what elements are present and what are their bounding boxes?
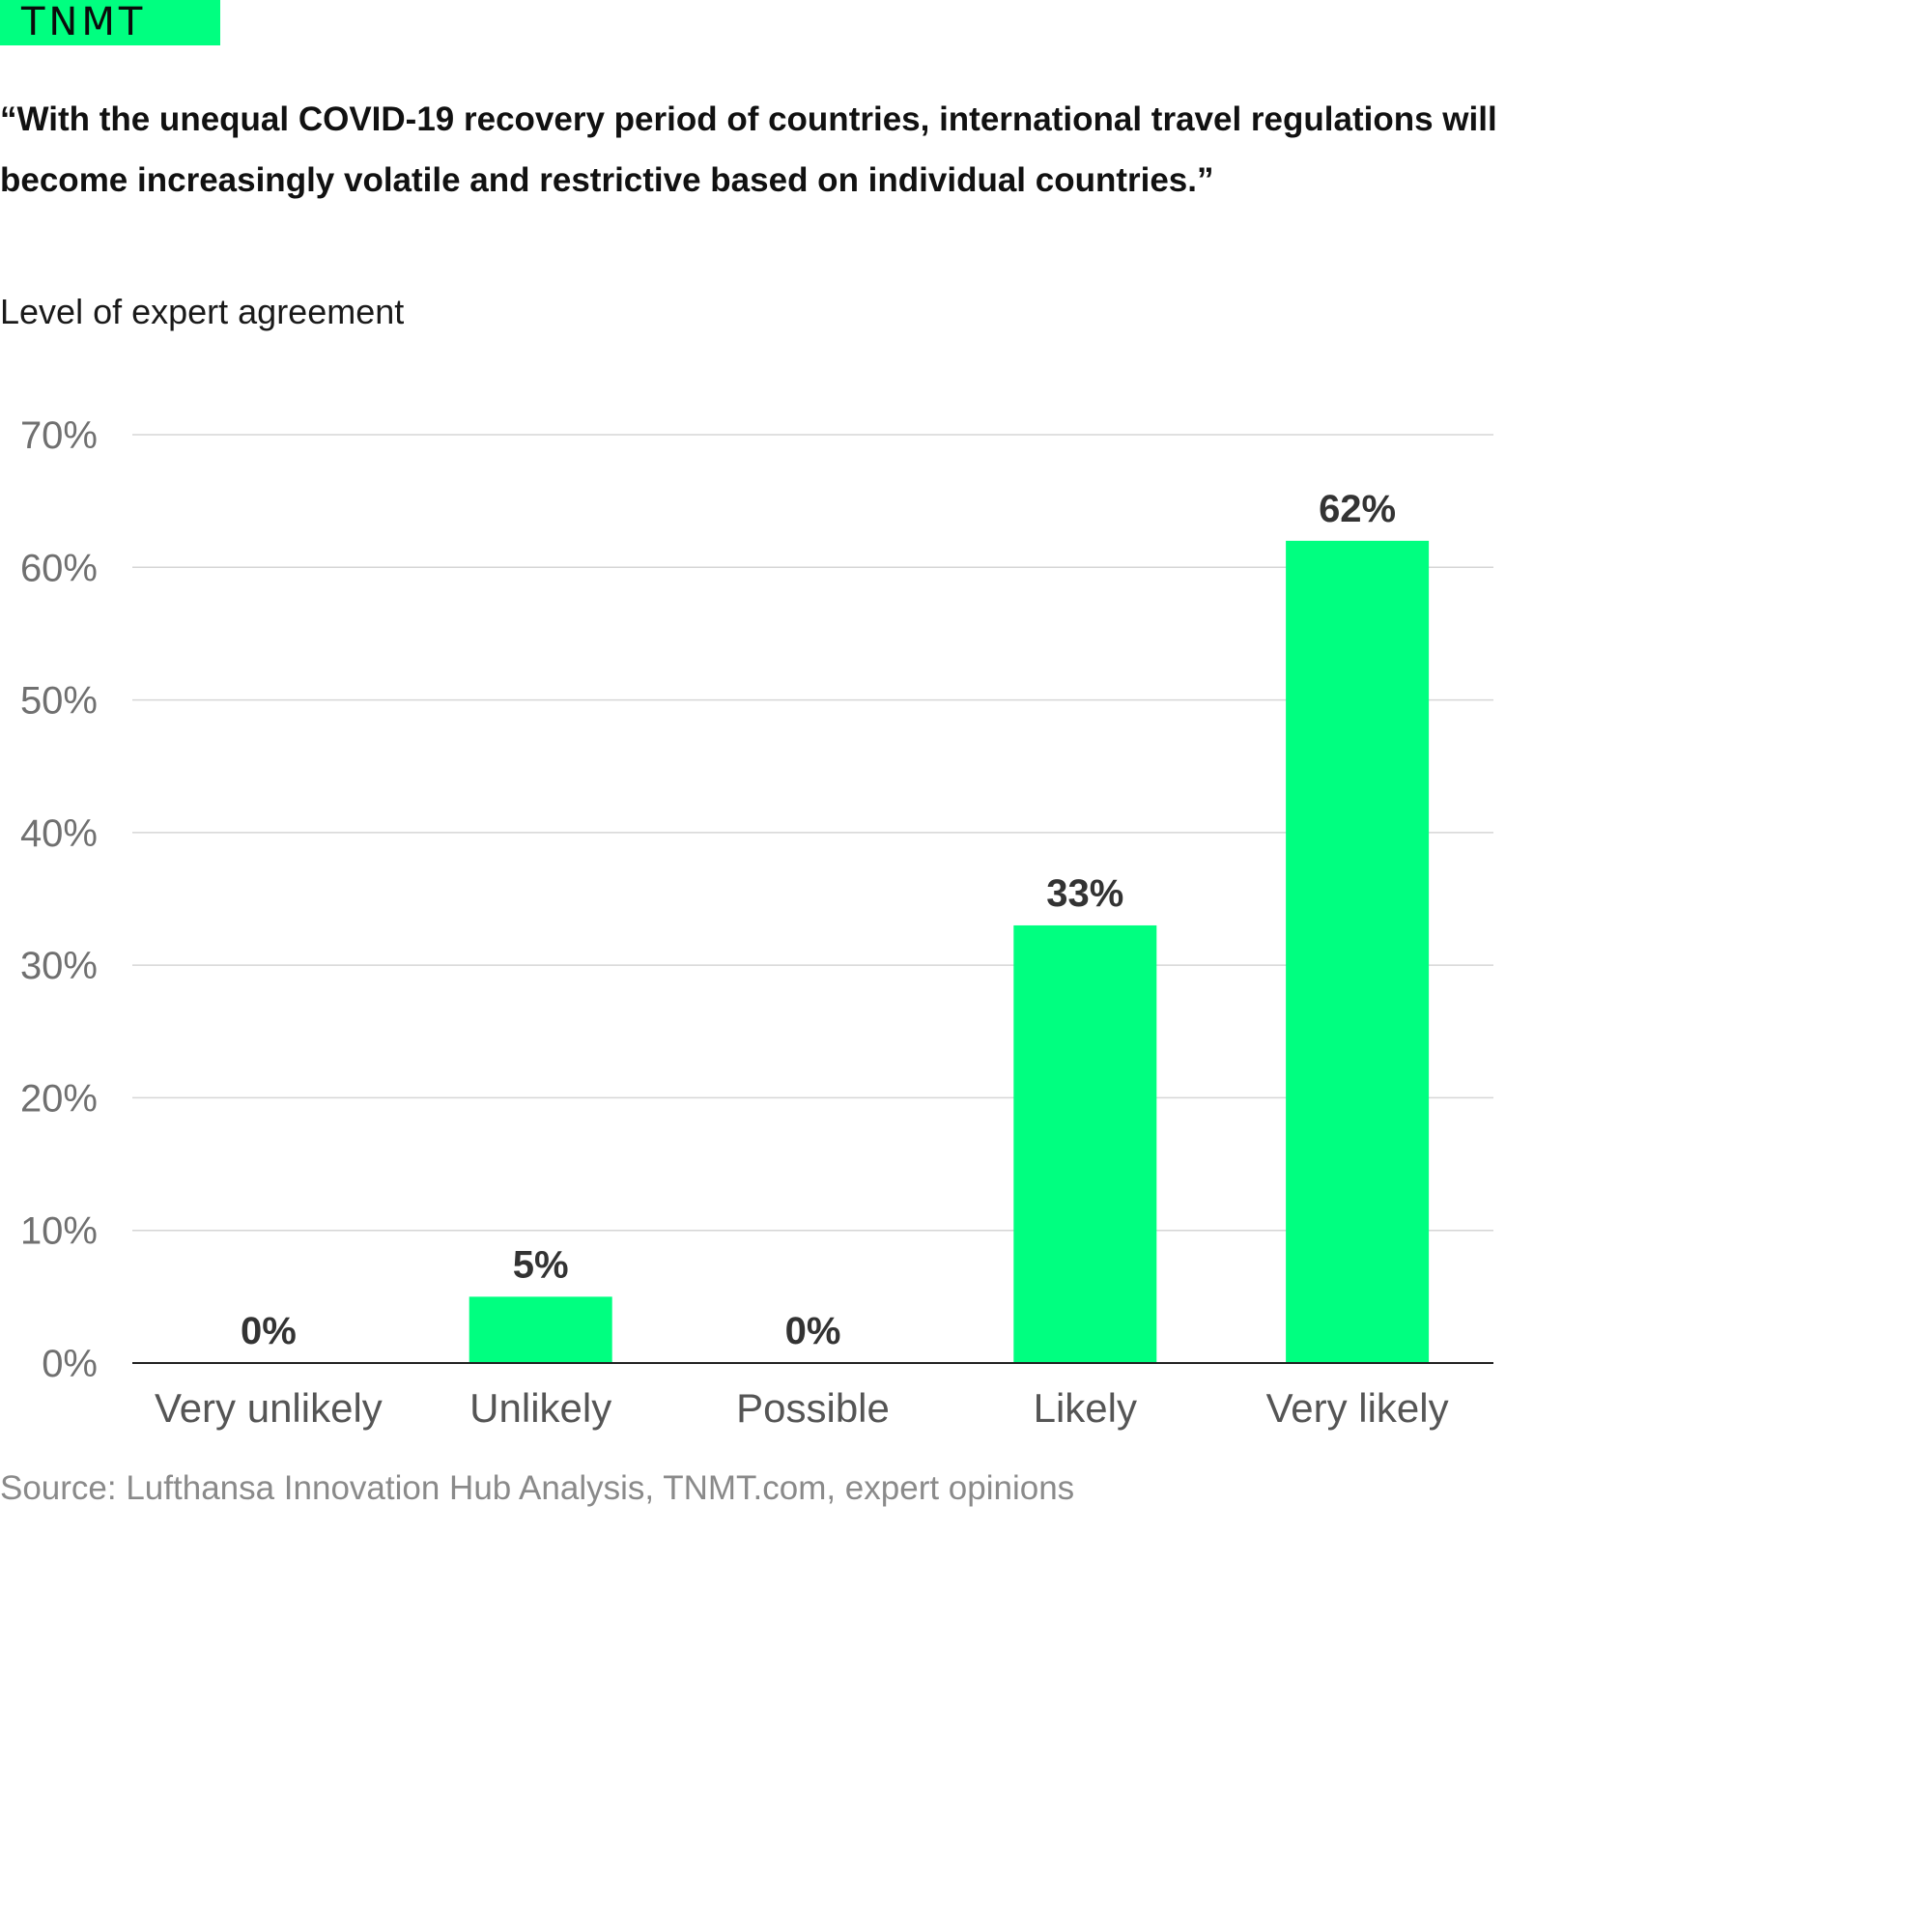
x-tick-label: Very unlikely xyxy=(155,1385,383,1431)
bar xyxy=(469,1296,612,1363)
brand-logo: TNMT xyxy=(0,0,220,45)
bar-value-label: 5% xyxy=(513,1243,569,1286)
chart-title: “With the unequal COVID-19 recovery peri… xyxy=(0,100,1497,199)
y-tick-label: 20% xyxy=(20,1077,98,1120)
x-tick-label: Likely xyxy=(1034,1385,1137,1431)
source-note: Source: Lufthansa Innovation Hub Analysi… xyxy=(0,1469,1075,1507)
x-tick-label: Unlikely xyxy=(469,1385,611,1431)
logo-text: TNMT xyxy=(21,0,147,44)
bar xyxy=(1013,924,1157,1363)
x-tick-label: Possible xyxy=(736,1385,890,1431)
y-tick-label: 30% xyxy=(20,945,98,987)
y-tick-label: 10% xyxy=(20,1210,98,1253)
bar-value-label: 0% xyxy=(785,1310,841,1352)
y-axis-label: Level of expert agreement xyxy=(0,292,405,331)
y-tick-label: 50% xyxy=(20,680,98,723)
y-tick-label: 40% xyxy=(20,812,98,855)
bar-chart: 0% 10% 20% 30% 40% 50% 60% 70% 0% Very unlikely 5%… xyxy=(20,414,1493,1431)
x-tick-label: Very likely xyxy=(1266,1385,1449,1431)
bar-value-label: 62% xyxy=(1319,488,1396,530)
bar xyxy=(1286,540,1430,1363)
bar-value-label: 33% xyxy=(1046,872,1123,915)
y-tick-label: 70% xyxy=(20,414,98,457)
y-tick-label: 60% xyxy=(20,547,98,589)
y-tick-label: 0% xyxy=(42,1343,98,1385)
bar-value-label: 0% xyxy=(241,1310,297,1352)
